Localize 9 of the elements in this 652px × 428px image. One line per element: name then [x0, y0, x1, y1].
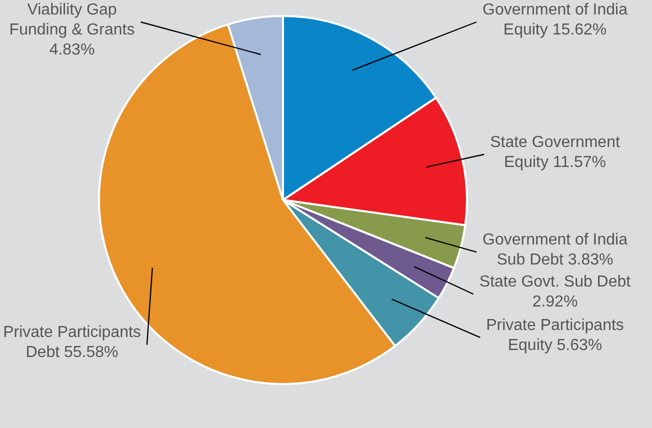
- slice-label: Government of India Sub Debt 3.83%: [482, 232, 628, 269]
- slice-label: State Govt. Sub Debt: [479, 274, 632, 291]
- slice-label: Private Participants Equity 5.63%: [486, 316, 624, 354]
- data-label: 4.83%: [49, 41, 95, 58]
- slice-label: State Government Equity 11.57%: [490, 134, 620, 171]
- slice-label: Government of India Equity 15.62%: [482, 1, 628, 38]
- slice-label: Viability Gap Funding & Grants: [9, 1, 135, 38]
- slice-label: Private Participants Debt 55.58%: [3, 324, 141, 362]
- data-label: 2.92%: [532, 294, 578, 311]
